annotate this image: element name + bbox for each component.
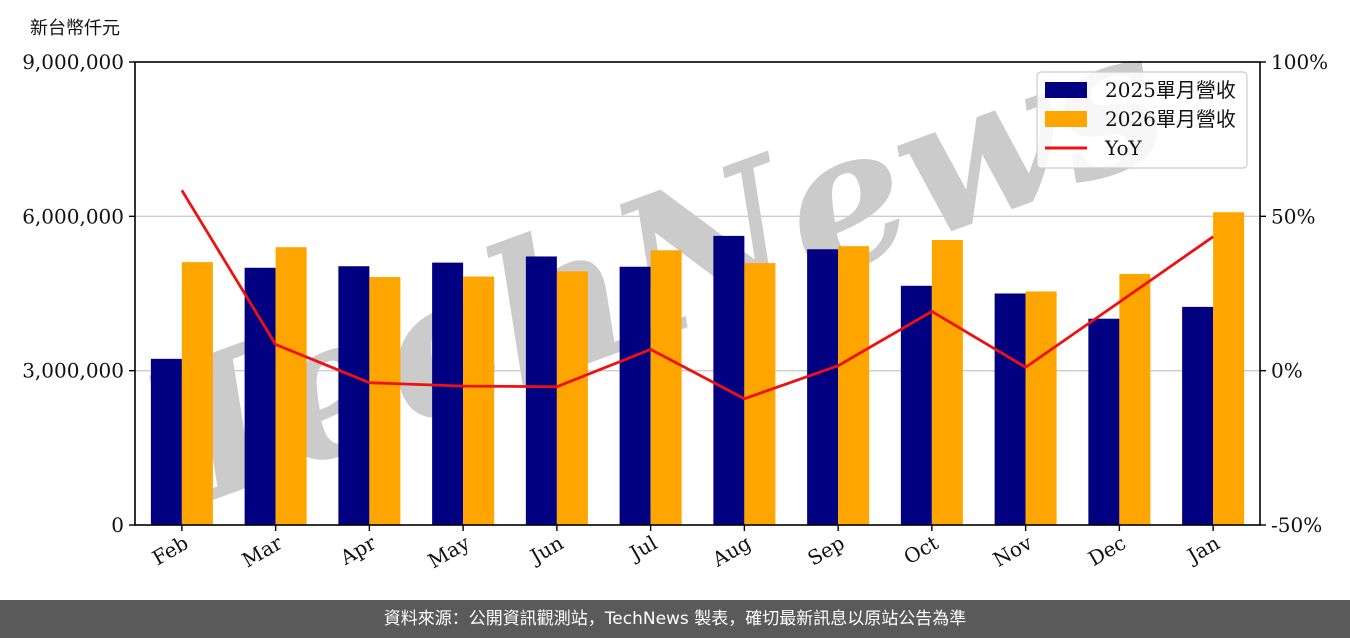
- grid-lines: [135, 215, 1260, 372]
- bar: [619, 266, 651, 525]
- bar: [931, 239, 963, 525]
- x-tick-label: Oct: [900, 531, 943, 570]
- yoy-line: [180, 189, 1214, 401]
- legend-swatch: [1045, 82, 1087, 98]
- bar: [1025, 291, 1057, 525]
- legend: 2025單月營收 2026單月營收 YoY: [1036, 71, 1248, 169]
- bar: [181, 262, 213, 525]
- bar: [713, 235, 745, 526]
- bar: [650, 250, 682, 525]
- bar: [807, 249, 839, 525]
- y-tick-label: 9,000,000: [22, 50, 124, 74]
- x-tick-label: Sep: [803, 531, 848, 571]
- bar: [244, 267, 276, 525]
- x-tick-label: Feb: [148, 531, 192, 570]
- bar: [338, 266, 370, 525]
- y2-tick-label: 50%: [1271, 204, 1315, 228]
- bar: [556, 271, 588, 525]
- bar: [994, 293, 1026, 525]
- bar: [1119, 273, 1151, 525]
- revenue-chart: TechNews 03,000,0006,000,0009,000,000-50…: [22, 0, 1328, 573]
- x-tick-label: Apr: [335, 530, 380, 570]
- y-tick-label: 6,000,000: [22, 204, 124, 228]
- y2-tick-label: 0%: [1271, 359, 1303, 383]
- yoy-series-line: [180, 189, 1214, 401]
- bar: [369, 277, 401, 525]
- y2-tick-label: -50%: [1271, 513, 1322, 537]
- legend-label: 2025單月營收: [1105, 78, 1236, 102]
- bar: [525, 256, 557, 525]
- y-tick-label: 3,000,000: [22, 359, 124, 383]
- bar: [275, 247, 307, 525]
- legend-label: 2026單月營收: [1105, 107, 1236, 131]
- bars: [150, 212, 1245, 526]
- legend-swatch: [1045, 111, 1087, 127]
- bar: [150, 358, 182, 525]
- bar: [463, 276, 495, 525]
- bar: [838, 246, 870, 525]
- legend-label: YoY: [1104, 136, 1143, 160]
- y2-tick-label: 100%: [1271, 50, 1328, 74]
- plot-frame: [134, 61, 1261, 526]
- x-tick-label: Jan: [1181, 530, 1223, 568]
- bar: [1213, 212, 1245, 525]
- x-tick-label: Jul: [624, 531, 661, 566]
- bar: [1182, 306, 1214, 525]
- x-tick-label: Nov: [989, 530, 1037, 572]
- bar: [432, 262, 464, 525]
- x-tick-label: Mar: [238, 530, 287, 572]
- bar: [1088, 318, 1120, 525]
- x-tick-label: Dec: [1084, 531, 1130, 571]
- x-tick-label: Aug: [707, 530, 755, 571]
- y-axis-unit-label: 新台幣仟元: [30, 18, 120, 39]
- x-tick-label: May: [424, 530, 474, 573]
- source-footer: 資料來源：公開資訊觀測站，TechNews 製表，確切最新訊息以原站公告為準: [0, 600, 1350, 638]
- x-tick-label: Jun: [524, 530, 567, 569]
- legend-box: [1036, 71, 1248, 169]
- y-tick-label: 0: [111, 513, 124, 537]
